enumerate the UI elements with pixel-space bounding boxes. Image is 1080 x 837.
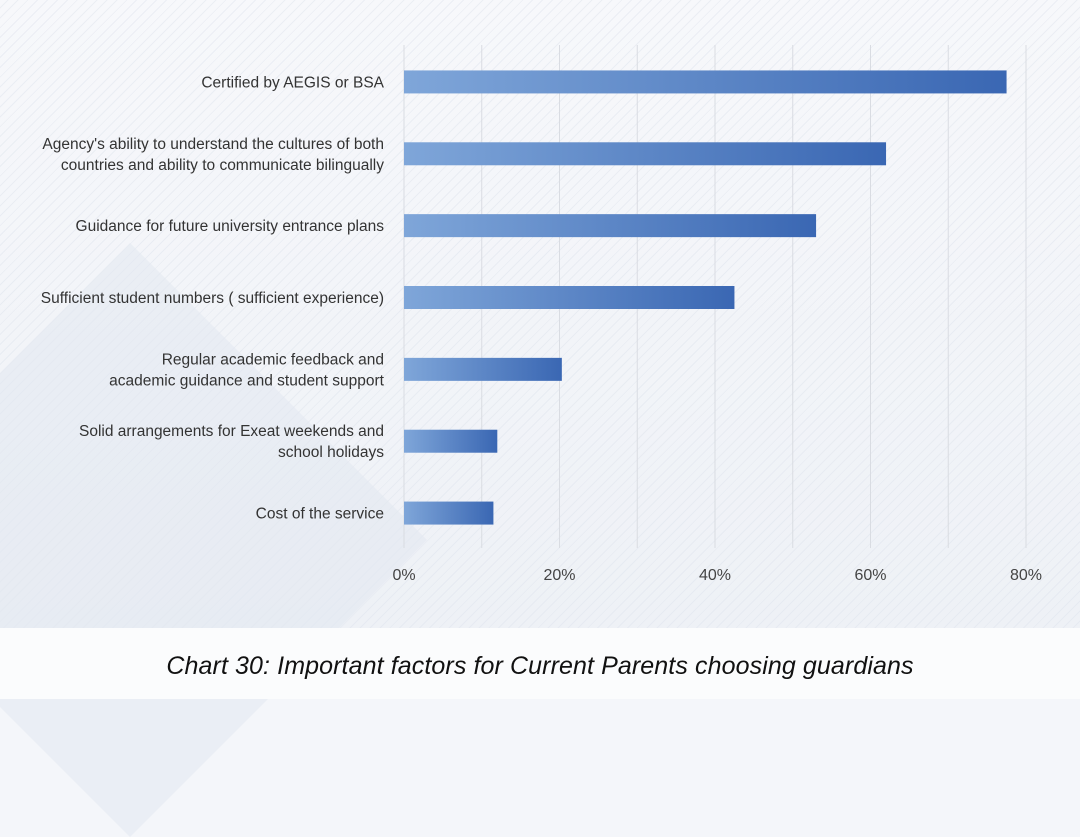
category-label-line: Regular academic feedback and <box>162 351 384 368</box>
category-label: Certified by AEGIS or BSA <box>201 74 384 91</box>
bar-chart: Certified by AEGIS or BSA Agency's abilit… <box>41 45 1042 584</box>
category-label-line: Solid arrangements for Exeat weekends an… <box>79 423 384 440</box>
x-tick-label: 80% <box>1010 567 1042 584</box>
category-label-line: Agency's ability to understand the cultu… <box>42 136 384 153</box>
bar <box>404 70 1007 94</box>
category-label-line: Sufficient student numbers ( sufficient … <box>41 290 384 307</box>
bar <box>404 357 562 381</box>
chart-caption: Chart 30: Important factors for Current … <box>166 652 914 680</box>
category-labels: Certified by AEGIS or BSA Agency's abilit… <box>41 74 385 522</box>
bars <box>404 70 1007 525</box>
bar <box>404 286 735 309</box>
category-label: Agency's ability to understand the cultu… <box>42 136 384 174</box>
category-label: Solid arrangements for Exeat weekends an… <box>79 423 384 461</box>
category-label-line: Certified by AEGIS or BSA <box>201 74 384 91</box>
category-label: Cost of the service <box>256 506 384 523</box>
category-label-line: countries and ability to communicate bil… <box>61 157 384 174</box>
bar <box>404 142 887 166</box>
caption-band <box>0 628 1080 699</box>
x-tick-label: 0% <box>392 567 415 584</box>
bar <box>404 429 498 453</box>
x-tick-label: 60% <box>854 567 886 584</box>
category-label: Sufficient student numbers ( sufficient … <box>41 290 384 307</box>
x-tick-label: 20% <box>543 567 575 584</box>
category-label-line: Guidance for future university entrance … <box>76 218 385 235</box>
x-axis-ticks: 0% 20% 40% 60% 80% <box>392 567 1042 584</box>
category-label-line: Cost of the service <box>256 506 384 523</box>
category-label: Guidance for future university entrance … <box>76 218 385 235</box>
bar <box>404 501 494 525</box>
category-label: Regular academic feedback and academic gu… <box>109 351 385 389</box>
x-tick-label: 40% <box>699 567 731 584</box>
bar <box>404 214 817 238</box>
category-label-line: academic guidance and student support <box>109 372 385 389</box>
category-label-line: school holidays <box>278 444 384 461</box>
